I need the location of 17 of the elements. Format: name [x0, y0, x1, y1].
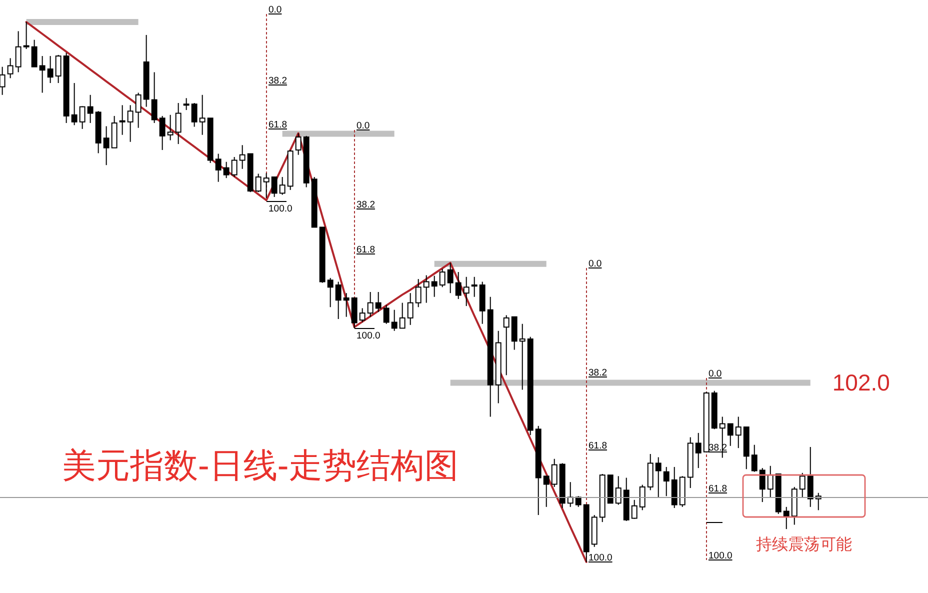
annotation: 38.2 [268, 76, 287, 86]
annotation: 38.2 [588, 368, 607, 378]
annotation: 100.0 [708, 550, 732, 562]
annotation: 100.0 [588, 552, 612, 564]
annotation: 61.8 [268, 120, 287, 130]
annotation: 61.8 [708, 484, 727, 494]
annotation: 0.0 [708, 368, 722, 380]
annotation: 100.0 [356, 330, 380, 342]
annotation: 61.8 [588, 440, 607, 452]
annotation: 100.0 [268, 204, 292, 214]
annotation: 持续震荡可能 [756, 536, 852, 554]
title: 美元指数-日线-走势结构图 [62, 447, 459, 485]
annotation: 0.0 [588, 258, 602, 270]
annotation: 0.0 [356, 120, 370, 132]
annotation: 38.2 [356, 200, 375, 210]
annotation: 0.0 [268, 4, 282, 16]
annotation: 61.8 [356, 244, 375, 256]
